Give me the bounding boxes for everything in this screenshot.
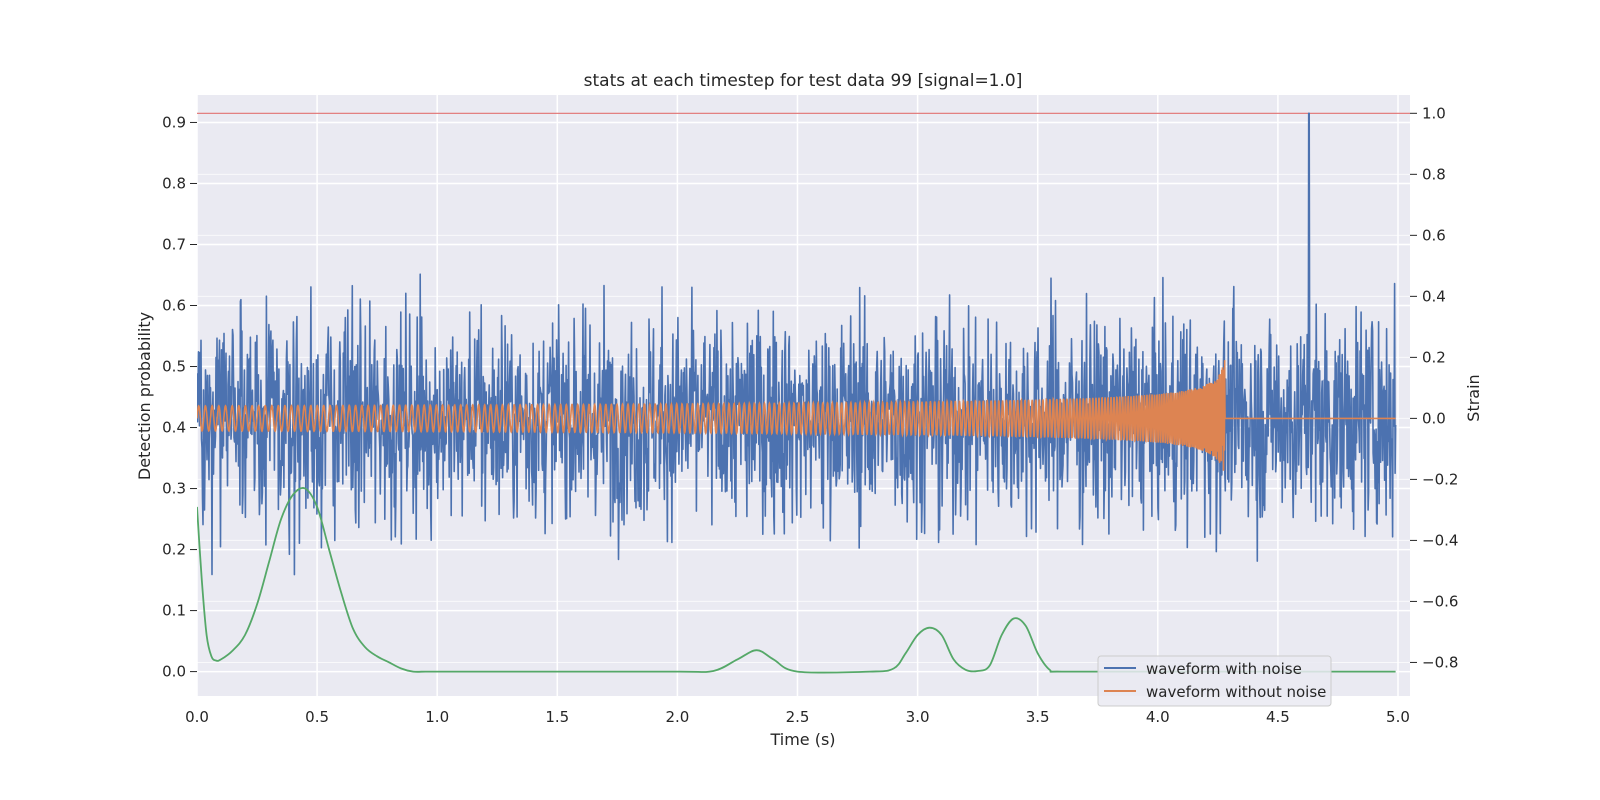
y-tick-label-right: −0.2 bbox=[1422, 470, 1458, 488]
x-tick-label: 0.0 bbox=[185, 708, 209, 726]
y-tick-label-left: 0.3 bbox=[162, 480, 186, 498]
x-tick-label: 5.0 bbox=[1386, 708, 1410, 726]
x-tick-label: 1.0 bbox=[425, 708, 449, 726]
x-tick-label: 4.5 bbox=[1266, 708, 1290, 726]
y-tick-label-right: −0.8 bbox=[1422, 653, 1458, 671]
ticks: 0.0 0.5 1.0 1.5 2.0 2.5 3.0 3.5 4.0 4.5 5.0 0.0 0.1 0… bbox=[162, 104, 1458, 726]
y-tick-label-left: 0.4 bbox=[162, 419, 186, 437]
x-tick-label: 3.0 bbox=[906, 708, 930, 726]
y-tick-label-right: 1.0 bbox=[1422, 104, 1446, 122]
y-axis-label-right: Strain bbox=[1464, 374, 1483, 421]
y-tick-label-right: 0.0 bbox=[1422, 409, 1446, 427]
y-tick-label-right: −0.4 bbox=[1422, 531, 1458, 549]
y-tick-label-left: 0.8 bbox=[162, 174, 186, 192]
y-tick-label-left: 0.6 bbox=[162, 297, 186, 315]
legend: waveform with noise waveform without noi… bbox=[1097, 655, 1332, 707]
y-tick-label-right: 0.2 bbox=[1422, 348, 1446, 366]
y-tick-label-right: 0.8 bbox=[1422, 165, 1446, 183]
y-tick-label-left: 0.7 bbox=[162, 235, 186, 253]
series-detection-probability bbox=[197, 487, 1396, 674]
x-tick-label: 4.0 bbox=[1146, 708, 1170, 726]
x-tick-label: 1.5 bbox=[545, 708, 569, 726]
series-waveform-with-noise bbox=[197, 112, 1397, 576]
y-tick-label-left: 0.1 bbox=[162, 602, 186, 620]
legend-label-clean: waveform without noise bbox=[1146, 683, 1326, 701]
y-tick-label-left: 0.2 bbox=[162, 541, 186, 559]
y-tick-label-left: 0.0 bbox=[162, 663, 186, 681]
x-tick-label: 0.5 bbox=[305, 708, 329, 726]
x-tick-label: 2.5 bbox=[786, 708, 810, 726]
x-axis-label: Time (s) bbox=[769, 730, 835, 749]
y-tick-label-left: 0.9 bbox=[162, 113, 186, 131]
y-axis-label-left: Detection probability bbox=[135, 312, 154, 480]
legend-label-noise: waveform with noise bbox=[1146, 660, 1302, 678]
x-tick-label: 2.0 bbox=[665, 708, 689, 726]
chart-title: stats at each timestep for test data 99 … bbox=[584, 71, 1023, 91]
legend-box bbox=[1097, 655, 1332, 707]
plot-series bbox=[197, 112, 1410, 674]
y-tick-label-right: 0.6 bbox=[1422, 226, 1446, 244]
y-tick-label-right: −0.6 bbox=[1422, 592, 1458, 610]
y-tick-label-left: 0.5 bbox=[162, 358, 186, 376]
series-waveform-without-noise bbox=[197, 360, 1396, 471]
y-tick-label-right: 0.4 bbox=[1422, 287, 1446, 305]
x-tick-label: 3.5 bbox=[1026, 708, 1050, 726]
